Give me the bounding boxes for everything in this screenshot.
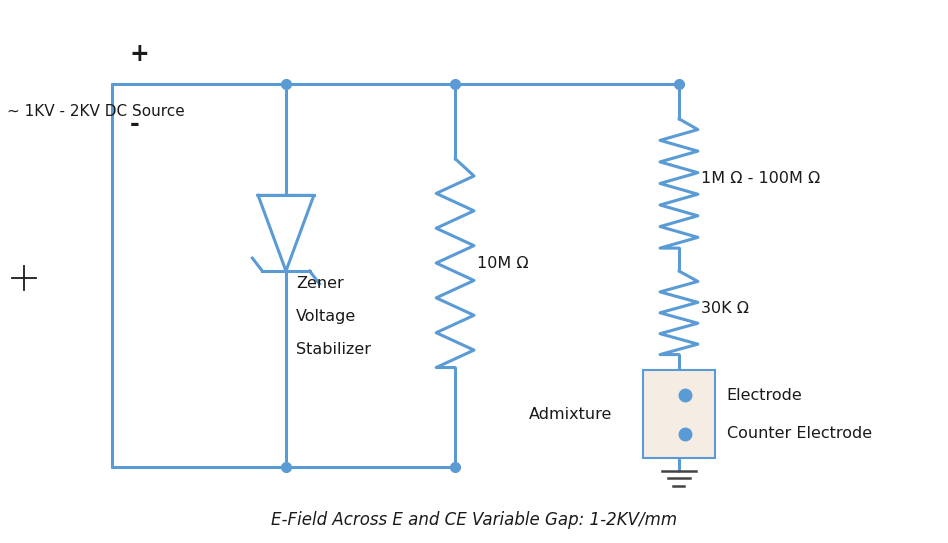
Text: Voltage: Voltage [296, 309, 356, 324]
Text: Electrode: Electrode [727, 388, 802, 402]
Text: Stabilizer: Stabilizer [296, 342, 371, 357]
Text: ~ 1KV - 2KV DC Source: ~ 1KV - 2KV DC Source [8, 104, 185, 119]
Text: Counter Electrode: Counter Electrode [727, 426, 872, 441]
Text: E-Field Across E and CE Variable Gap: 1-2KV/mm: E-Field Across E and CE Variable Gap: 1-… [271, 511, 677, 529]
Text: 30K Ω: 30K Ω [701, 301, 749, 316]
Text: +: + [130, 42, 150, 66]
Text: Admixture: Admixture [529, 407, 612, 422]
Text: 10M Ω: 10M Ω [477, 256, 529, 271]
Text: -: - [130, 112, 139, 136]
Text: 1M Ω - 100M Ω: 1M Ω - 100M Ω [701, 172, 820, 186]
Text: Zener: Zener [296, 276, 344, 291]
Bar [643, 370, 715, 458]
